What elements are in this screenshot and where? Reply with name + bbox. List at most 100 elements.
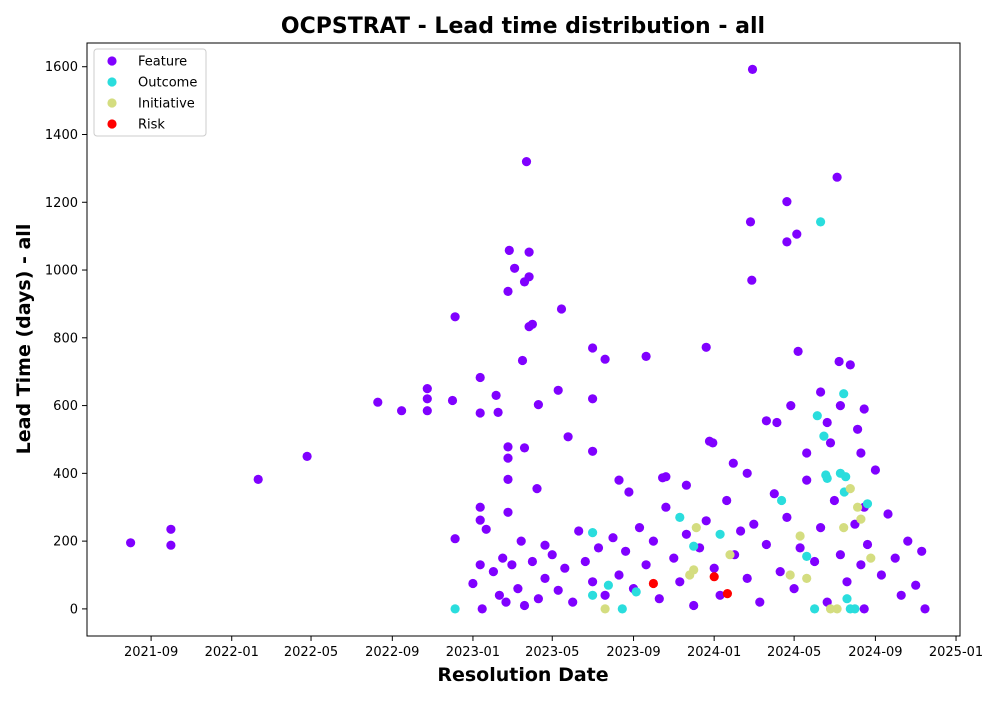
feature-point bbox=[782, 512, 792, 523]
x-tick-label: 2024-05 bbox=[767, 645, 821, 660]
outcome-point bbox=[819, 431, 829, 441]
feature-point bbox=[795, 543, 805, 553]
x-tick-label: 2024-01 bbox=[687, 645, 741, 660]
feature-point bbox=[527, 319, 538, 329]
feature-point bbox=[397, 406, 407, 416]
initiative-point bbox=[785, 570, 795, 580]
feature-point bbox=[166, 524, 176, 534]
feature-point bbox=[701, 516, 711, 526]
feature-point bbox=[422, 394, 432, 404]
feature-point bbox=[896, 590, 906, 600]
feature-point bbox=[519, 600, 530, 611]
outcome-point bbox=[675, 512, 685, 523]
feature-point bbox=[876, 570, 887, 580]
feature-point bbox=[494, 590, 504, 600]
feature-point bbox=[588, 343, 598, 353]
y-tick-label: 1600 bbox=[45, 60, 78, 75]
feature-point bbox=[532, 484, 542, 494]
feature-point bbox=[722, 495, 732, 506]
risk-point bbox=[648, 578, 659, 589]
feature-point bbox=[503, 286, 513, 296]
feature-point bbox=[835, 401, 846, 411]
series-initiative bbox=[600, 484, 876, 614]
x-tick-label: 2023-05 bbox=[525, 645, 579, 660]
y-tick-label: 200 bbox=[53, 535, 78, 550]
feature-point bbox=[675, 577, 685, 587]
outcome-point bbox=[715, 529, 725, 539]
feature-point bbox=[516, 536, 526, 546]
feature-point bbox=[793, 346, 803, 356]
x-tick-label: 2022-01 bbox=[205, 645, 259, 660]
legend-marker-outcome bbox=[107, 77, 117, 87]
feature-point bbox=[503, 442, 513, 452]
feature-point bbox=[422, 406, 432, 416]
feature-point bbox=[728, 458, 738, 468]
legend-label-risk: Risk bbox=[138, 118, 165, 133]
feature-point bbox=[588, 394, 598, 404]
feature-point bbox=[853, 424, 863, 434]
legend: Feature Outcome Initiative Risk bbox=[93, 48, 207, 137]
feature-point bbox=[761, 416, 772, 426]
x-tick-label: 2024-09 bbox=[848, 645, 902, 660]
feature-point bbox=[845, 360, 855, 370]
feature-point bbox=[527, 556, 538, 567]
feature-point bbox=[802, 448, 812, 458]
feature-point bbox=[600, 354, 610, 364]
x-axis-label: Resolution Date bbox=[437, 664, 608, 686]
feature-point bbox=[850, 519, 860, 529]
outcome-point bbox=[802, 551, 812, 562]
feature-point bbox=[568, 597, 578, 607]
feature-point bbox=[475, 372, 485, 383]
feature-point bbox=[614, 570, 624, 580]
y-tick-label: 0 bbox=[70, 602, 78, 617]
risk-point bbox=[709, 572, 719, 582]
legend-marker-initiative bbox=[107, 98, 117, 108]
feature-point bbox=[422, 384, 432, 394]
feature-point bbox=[917, 546, 927, 556]
outcome-point bbox=[617, 604, 627, 614]
series-risk bbox=[648, 572, 733, 599]
feature-point bbox=[859, 404, 869, 414]
outcome-point bbox=[603, 580, 614, 590]
feature-point bbox=[920, 604, 930, 614]
feature-point bbox=[862, 539, 873, 550]
feature-point bbox=[488, 567, 498, 577]
feature-point bbox=[761, 539, 772, 550]
feature-point bbox=[810, 556, 820, 567]
feature-point bbox=[747, 64, 758, 74]
feature-point bbox=[709, 563, 719, 573]
feature-point bbox=[842, 577, 852, 587]
initiative-point bbox=[832, 604, 842, 614]
x-tick-label: 2025-01 bbox=[929, 645, 983, 660]
feature-point bbox=[654, 594, 664, 604]
feature-point bbox=[816, 523, 826, 533]
feature-point bbox=[755, 597, 765, 607]
feature-point bbox=[669, 553, 679, 563]
legend-box bbox=[93, 48, 207, 137]
feature-point bbox=[447, 395, 458, 406]
feature-point bbox=[468, 578, 478, 589]
series-feature bbox=[126, 64, 930, 614]
feature-point bbox=[856, 448, 866, 458]
feature-point bbox=[621, 546, 631, 556]
feature-point bbox=[504, 245, 514, 255]
feature-point bbox=[782, 197, 792, 207]
y-tick-label: 1400 bbox=[45, 128, 78, 143]
outcome-point bbox=[689, 541, 699, 551]
feature-point bbox=[126, 538, 136, 548]
feature-point bbox=[742, 573, 752, 584]
feature-point bbox=[747, 275, 757, 285]
y-tick-label: 1000 bbox=[45, 264, 78, 279]
outcome-point bbox=[816, 217, 826, 227]
feature-point bbox=[792, 229, 802, 239]
feature-point bbox=[524, 247, 534, 257]
initiative-point bbox=[689, 565, 699, 575]
outcome-point bbox=[862, 499, 873, 509]
outcome-point bbox=[812, 411, 822, 421]
x-tick-label: 2023-01 bbox=[446, 645, 500, 660]
feature-point bbox=[870, 465, 881, 475]
feature-point bbox=[689, 600, 699, 611]
feature-point bbox=[825, 438, 836, 448]
feature-point bbox=[524, 272, 534, 282]
feature-point bbox=[661, 472, 671, 482]
